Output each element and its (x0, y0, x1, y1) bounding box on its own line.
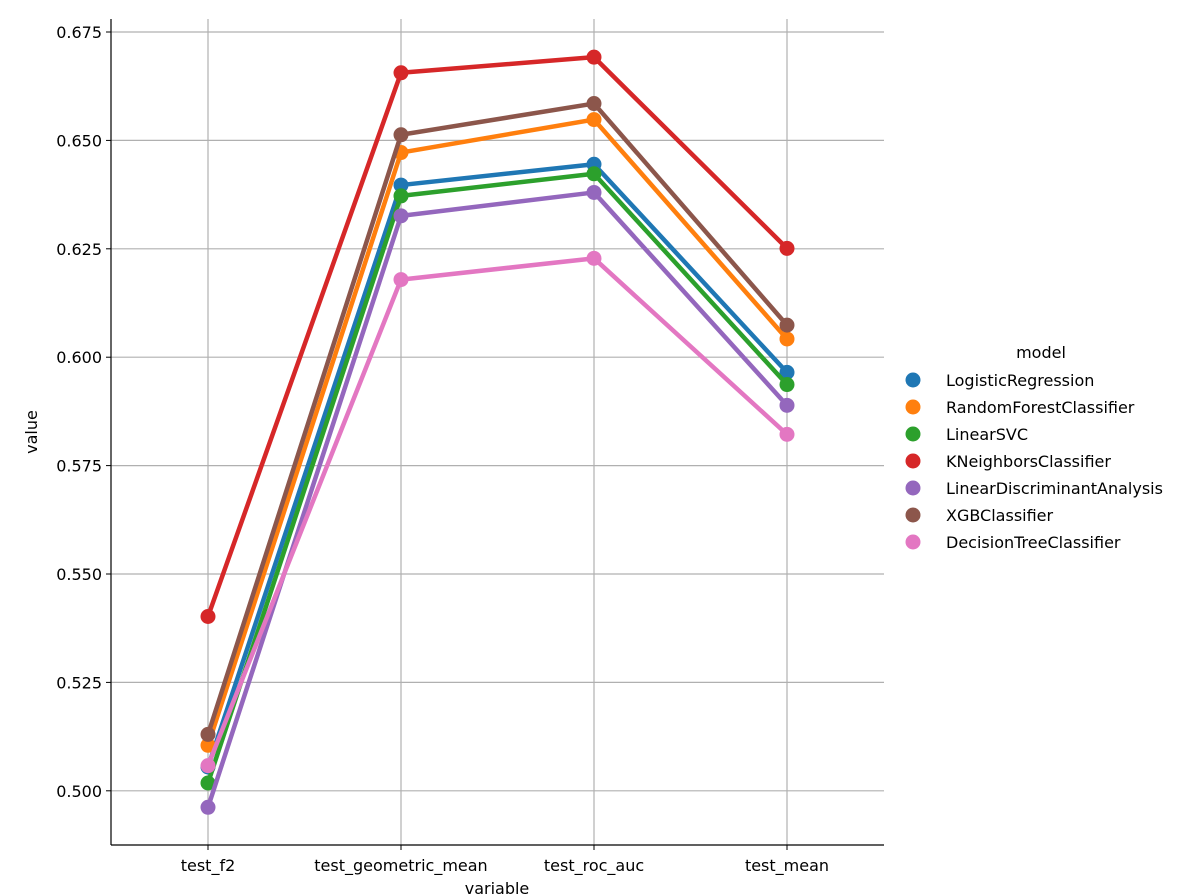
legend-entry-label: LogisticRegression (946, 371, 1094, 390)
data-point (779, 397, 795, 413)
legend-marker (905, 372, 921, 388)
x-tick-label: test_f2 (181, 856, 236, 876)
y-tick-label: 0.650 (56, 131, 102, 150)
series-line (205, 190, 790, 810)
series-DecisionTreeClassifier (200, 250, 795, 774)
data-point (586, 250, 602, 266)
data-point (586, 49, 602, 65)
legend-entry-label: RandomForestClassifier (946, 398, 1135, 417)
y-tick-label: 0.525 (56, 673, 102, 692)
data-point (779, 317, 795, 333)
y-tick-label: 0.500 (56, 782, 102, 801)
data-point (393, 188, 409, 204)
data-point (586, 166, 602, 182)
legend-marker (905, 480, 921, 496)
legend-marker (905, 534, 921, 550)
data-point (393, 208, 409, 224)
axes-layer: test_f2 test_geometric_mean test_roc_auc te… (56, 19, 884, 876)
series-LinearDiscriminantAnalysis (200, 184, 795, 815)
series-line (205, 101, 790, 737)
x-tick-label: test_geometric_mean (314, 856, 487, 876)
data-point (779, 240, 795, 256)
series-line (205, 171, 790, 786)
series-line (205, 117, 790, 748)
series-XGBClassifier (200, 96, 795, 742)
legend: model LogisticRegression RandomForestClas… (905, 343, 1163, 552)
legend-marker (905, 507, 921, 523)
data-point (586, 184, 602, 200)
legend-title: model (1016, 343, 1066, 362)
y-tick-label: 0.675 (56, 23, 102, 42)
legend-marker (905, 399, 921, 415)
legend-entry-label: LinearDiscriminantAnalysis (946, 479, 1163, 498)
legend-marker (905, 453, 921, 469)
data-point (586, 112, 602, 128)
data-point (200, 737, 216, 753)
data-point (200, 799, 216, 815)
data-point (200, 726, 216, 742)
series-LinearSVC (200, 166, 795, 791)
x-tick-label: test_mean (745, 856, 829, 876)
data-point (200, 758, 216, 774)
y-tick-label: 0.600 (56, 348, 102, 367)
series-KNeighborsClassifier (200, 49, 795, 624)
x-axis-label: variable (465, 879, 530, 896)
y-tick-label: 0.575 (56, 457, 102, 476)
y-axis-label: value (22, 410, 41, 454)
series-LogisticRegression (200, 156, 795, 775)
x-tick-label: test_roc_auc (544, 856, 644, 876)
data-point (393, 65, 409, 81)
series-RandomForestClassifier (200, 112, 795, 753)
data-point (393, 177, 409, 193)
data-point (779, 364, 795, 380)
data-point (200, 609, 216, 624)
y-tick-label: 0.550 (56, 565, 102, 584)
data-point (200, 775, 216, 791)
data-point (779, 331, 795, 347)
legend-entry-label: DecisionTreeClassifier (946, 533, 1121, 552)
data-point (393, 272, 409, 288)
legend-entry-label: KNeighborsClassifier (946, 452, 1111, 471)
data-point (779, 426, 795, 442)
series-layer (200, 49, 795, 815)
series-line (205, 54, 790, 619)
series-line (205, 256, 790, 768)
series-line (205, 162, 790, 770)
y-tick-label: 0.625 (56, 240, 102, 259)
legend-marker (905, 426, 921, 442)
data-point (586, 96, 602, 112)
legend-entry-label: LinearSVC (946, 425, 1028, 444)
data-point (779, 377, 795, 393)
data-point (393, 127, 409, 143)
legend-entry-label: XGBClassifier (946, 506, 1054, 525)
